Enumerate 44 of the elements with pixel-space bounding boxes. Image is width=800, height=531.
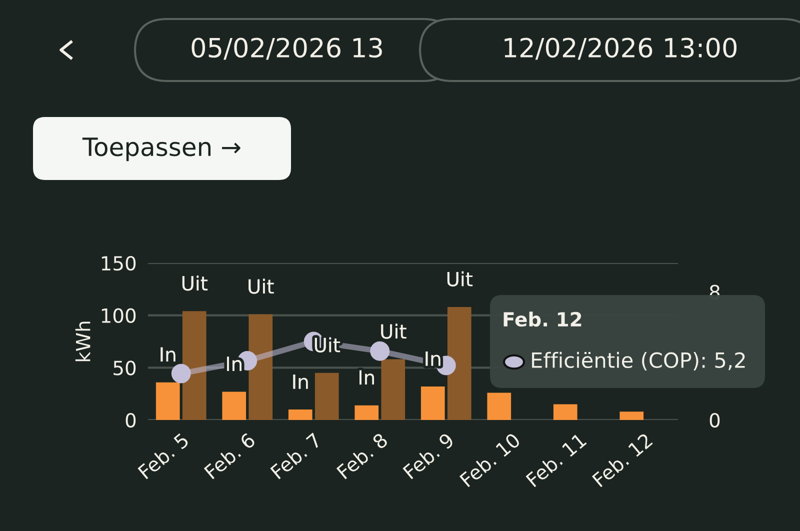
x-tick-label: Feb. 11 — [525, 432, 587, 488]
bar — [288, 410, 312, 420]
x-tick-label: Feb. 10 — [459, 432, 522, 488]
x-tick-label: Feb. 8 — [336, 432, 389, 480]
y-tick-label: 150 — [102, 256, 136, 271]
point — [370, 341, 390, 361]
bar — [248, 314, 273, 420]
bar — [620, 412, 644, 420]
x-tick-label: Feb. 7 — [270, 432, 322, 480]
text: Uit — [248, 278, 274, 294]
bar — [447, 306, 472, 420]
bar — [182, 311, 206, 420]
text: Uit — [447, 271, 473, 286]
point — [171, 364, 191, 384]
bar — [553, 404, 578, 420]
x-tick-label: Feb. 6 — [204, 432, 256, 480]
y-tick-label: 0 — [126, 412, 136, 428]
y2-tick-label: 8 — [710, 284, 720, 300]
bar — [222, 392, 246, 420]
text: 12/02/2026 13:00 — [504, 38, 737, 60]
bar — [381, 359, 406, 420]
annotation: Efficiëntie (COP): 5,2 — [532, 352, 745, 370]
text: Toepassen → — [82, 138, 240, 162]
bar — [420, 386, 445, 420]
x-tick-label: Feb. 12 — [592, 432, 654, 488]
text: In — [360, 370, 374, 385]
x-tick-label: Feb. 9 — [402, 432, 455, 480]
text: In — [426, 352, 440, 366]
y2-tick-label: 0 — [710, 412, 720, 428]
text: Uit — [314, 337, 340, 352]
series-label: In — [160, 347, 176, 362]
x-tick-label: Feb. 5 — [137, 432, 190, 480]
text: Uit — [381, 324, 406, 339]
bar — [314, 372, 339, 420]
bar — [156, 382, 180, 420]
text: In — [293, 374, 308, 389]
bar — [487, 392, 512, 420]
text: 05/02/2026 13 — [192, 38, 382, 60]
y-tick-label: 50 — [114, 360, 136, 376]
y-axis-title: kWh — [75, 322, 90, 362]
series-label: Uit — [182, 276, 208, 291]
annotation: Feb. 12 — [504, 312, 582, 327]
bar — [354, 405, 379, 420]
y-tick-label: 100 — [102, 308, 136, 323]
